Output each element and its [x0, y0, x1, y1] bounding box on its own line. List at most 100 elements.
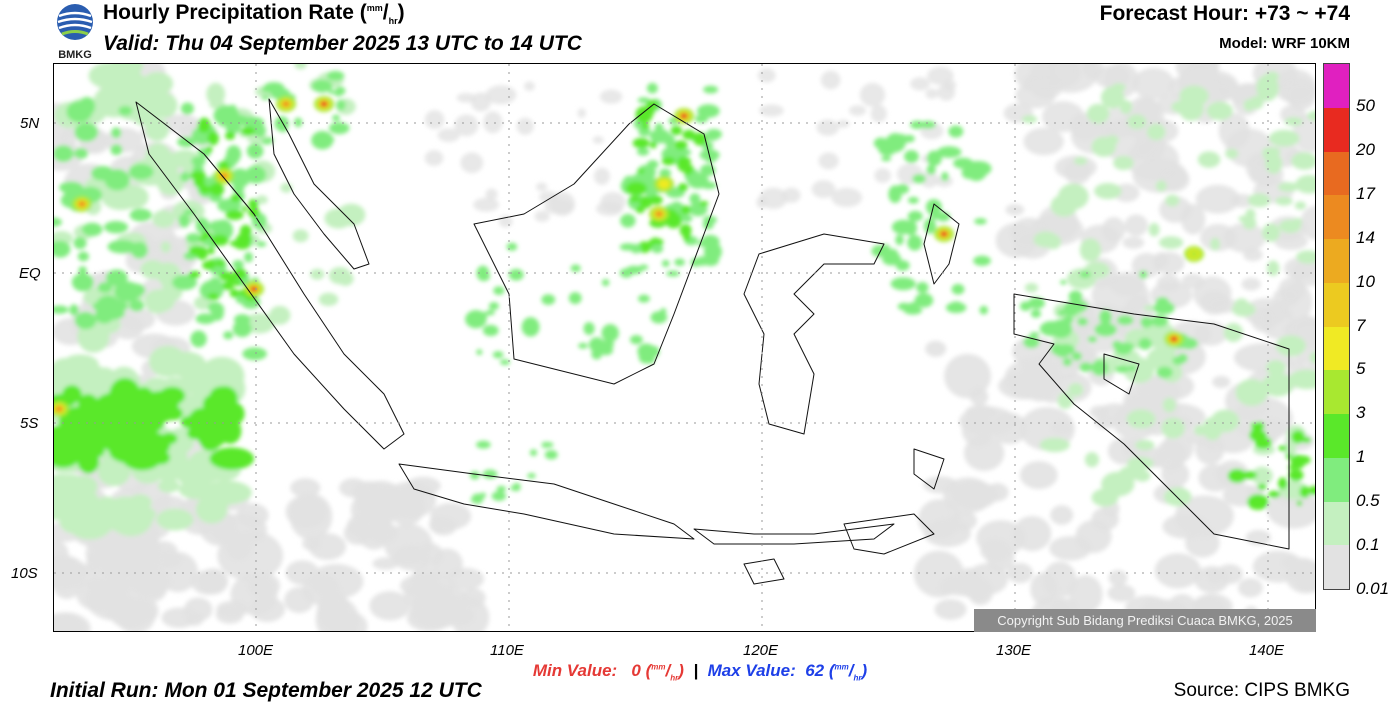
rain-cell	[369, 591, 411, 621]
rain-cell	[1309, 485, 1315, 496]
rain-cell	[1039, 437, 1070, 453]
rain-cell	[1249, 95, 1264, 110]
rain-cell	[1275, 335, 1306, 357]
rain-cell	[907, 196, 919, 204]
rain-cell	[1291, 430, 1305, 444]
rain-cell	[108, 89, 132, 107]
rain-cell	[703, 85, 719, 94]
rain-cell	[482, 324, 499, 337]
rain-cell	[681, 205, 691, 215]
rain-cell	[479, 492, 486, 499]
rain-cell	[811, 180, 836, 199]
rain-cell	[183, 209, 196, 215]
rain-cell	[178, 213, 190, 228]
rain-cell	[1190, 251, 1198, 257]
rain-cell	[1063, 159, 1091, 185]
source-credit: Source: CIPS BMKG	[1173, 680, 1350, 701]
rain-cell	[1063, 306, 1074, 316]
rain-cell	[694, 114, 708, 124]
rain-cell	[1115, 365, 1130, 373]
rain-cell	[1292, 217, 1303, 225]
rain-cell	[1091, 274, 1150, 317]
rain-cell	[689, 193, 701, 205]
rain-cell	[1194, 321, 1228, 346]
rain-cell	[232, 259, 244, 270]
rain-cell	[470, 315, 480, 322]
rain-cell	[324, 208, 353, 229]
rain-cell	[1138, 337, 1152, 350]
rain-cell	[1050, 505, 1074, 525]
coastline	[743, 233, 885, 435]
colorbar-label: 0.5	[1356, 491, 1380, 511]
colorbar-segment	[1324, 501, 1349, 546]
rain-cell	[81, 222, 103, 237]
rain-cell	[925, 199, 942, 215]
rain-cell	[1153, 252, 1169, 268]
rain-cell	[541, 294, 556, 305]
rain-cell	[930, 211, 940, 220]
rain-cell	[193, 176, 206, 188]
rain-cell	[207, 292, 220, 301]
rain-cell	[269, 305, 291, 325]
rain-cell	[1243, 298, 1289, 327]
rain-cell	[156, 508, 194, 531]
rain-cell	[284, 587, 315, 613]
forecast-hour: Forecast Hour: +73 ~ +74	[1099, 2, 1350, 25]
rain-cell	[328, 89, 335, 95]
rain-cell	[202, 394, 226, 415]
rain-cell	[1087, 336, 1098, 343]
rain-cell	[629, 334, 643, 345]
rain-cell	[1283, 441, 1297, 458]
rain-cell	[683, 232, 691, 242]
rain-cell	[848, 105, 867, 116]
rain-cell	[1146, 123, 1166, 141]
rain-cell	[820, 70, 841, 90]
rain-cell	[107, 240, 138, 254]
rain-cell	[201, 231, 212, 239]
rain-cell	[910, 77, 931, 91]
rain-cell	[372, 557, 399, 570]
rain-cell	[759, 104, 784, 117]
stats-separator: |	[693, 661, 699, 680]
rain-cell	[661, 259, 670, 268]
rain-cell	[225, 210, 244, 220]
colorbar-segment	[1324, 414, 1349, 458]
rain-cell	[1024, 282, 1039, 293]
rain-cell	[211, 304, 224, 321]
rain-cell	[1227, 468, 1247, 483]
colorbar-label: 10	[1356, 271, 1375, 291]
rain-cell	[1049, 319, 1073, 339]
rain-cell	[469, 471, 480, 480]
rain-cell	[329, 122, 350, 135]
rain-cell	[651, 243, 664, 254]
coastline	[268, 98, 370, 270]
rain-cell	[1300, 205, 1315, 240]
rain-cell	[916, 281, 929, 294]
rain-cell	[499, 359, 511, 366]
rain-cell	[1082, 64, 1104, 79]
rain-cell	[97, 281, 113, 293]
rain-cell	[78, 201, 86, 207]
colorbar-label: 1	[1356, 447, 1366, 467]
precipitation-map	[53, 63, 1316, 632]
rain-cell	[309, 563, 364, 599]
rain-cell	[220, 173, 228, 179]
rain-cell	[1124, 214, 1148, 237]
rain-cell	[601, 278, 610, 287]
rain-cell	[229, 168, 251, 188]
rain-cell	[890, 277, 916, 291]
rain-cell	[964, 404, 997, 421]
rain-cell	[423, 585, 470, 618]
rain-cell	[103, 221, 129, 234]
rain-cell	[1012, 336, 1057, 368]
rain-cell	[318, 292, 339, 307]
rain-cell	[144, 143, 172, 175]
rain-cell	[600, 192, 626, 213]
rain-cell	[1158, 236, 1184, 249]
rain-cell	[1143, 304, 1156, 312]
rain-cell	[144, 289, 175, 313]
rain-cell	[655, 211, 663, 217]
rain-cell	[209, 182, 225, 197]
rain-cell	[209, 447, 255, 470]
rain-cell	[311, 130, 334, 150]
